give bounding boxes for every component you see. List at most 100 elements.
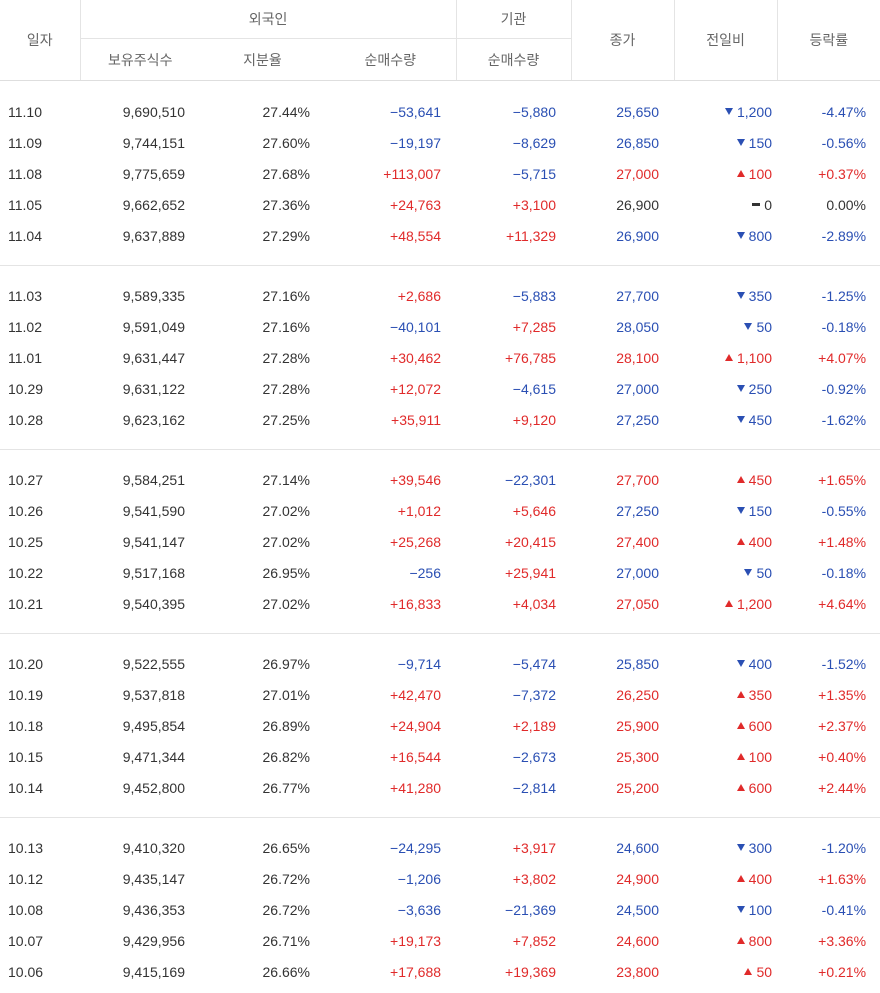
cell-holdings: 9,471,344 <box>122 748 185 765</box>
table-row: 11.05 9,662,652 27.36% +24,763 +3,100 26,900 0… <box>0 189 880 220</box>
cell-date: 10.08 <box>8 901 44 918</box>
cell-foreign-net: +39,546 <box>390 471 442 488</box>
triangle-up-icon <box>736 753 745 761</box>
cell-ratio: 27.01% <box>262 686 310 703</box>
cell-inst-net: +11,329 <box>506 227 557 244</box>
cell-foreign-net: +48,554 <box>390 227 442 244</box>
diff-value: 150 <box>748 502 773 519</box>
diff-value: 600 <box>748 717 773 734</box>
cell-ratio: 27.25% <box>262 411 310 428</box>
cell-diff: 50 <box>674 956 777 987</box>
cell-diff: 100 <box>674 894 777 925</box>
header-holdings: 보유주식수 <box>79 38 200 81</box>
cell-date: 10.18 <box>8 717 44 734</box>
table-row: 10.25 9,541,147 27.02% +25,268 +20,415 27,400… <box>0 526 880 557</box>
cell-date: 10.20 <box>8 655 44 672</box>
cell-holdings: 9,541,590 <box>122 502 185 519</box>
table-row: 11.02 9,591,049 27.16% −40,101 +7,285 28,050 5… <box>0 311 880 342</box>
triangle-down-icon <box>744 323 753 331</box>
spacer-row <box>0 266 880 281</box>
table-row: 10.14 9,452,800 26.77% +41,280 −2,814 25,200 6… <box>0 772 880 803</box>
diff-value: 50 <box>756 318 773 335</box>
cell-inst-net: +3,802 <box>512 870 557 887</box>
cell-inst-net: −5,474 <box>512 655 557 672</box>
diff-value: 100 <box>748 165 773 182</box>
cell-date: 10.14 <box>8 779 44 796</box>
cell-close: 27,000 <box>616 380 660 397</box>
table-row: 11.08 9,775,659 27.68% +113,007 −5,715 27,000… <box>0 158 880 189</box>
table-row: 10.19 9,537,818 27.01% +42,470 −7,372 26,250 3… <box>0 679 880 710</box>
triangle-up-icon <box>744 968 753 976</box>
diff-value: 50 <box>756 963 773 980</box>
cell-foreign-net: +35,911 <box>391 411 442 428</box>
table-row: 10.20 9,522,555 26.97% −9,714 −5,474 25,850 40… <box>0 648 880 679</box>
table-row: 11.04 9,637,889 27.29% +48,554 +11,329 26,900… <box>0 220 880 251</box>
cell-foreign-net: −9,714 <box>397 655 442 672</box>
cell-diff: 400 <box>674 526 777 557</box>
cell-holdings: 9,589,335 <box>122 287 185 304</box>
cell-foreign-net: +24,904 <box>390 717 442 734</box>
diff-value: 400 <box>748 533 773 550</box>
cell-close: 25,650 <box>616 103 660 120</box>
cell-holdings: 9,517,168 <box>122 564 185 581</box>
cell-inst-net: −7,372 <box>512 686 557 703</box>
cell-inst-net: +4,034 <box>512 595 557 612</box>
cell-ratio: 26.72% <box>262 901 310 918</box>
triangle-up-icon <box>736 538 745 546</box>
triangle-down-icon <box>736 292 745 300</box>
cell-rate: -1.20% <box>821 839 867 856</box>
cell-close: 23,800 <box>616 963 660 980</box>
cell-foreign-net: −53,641 <box>390 103 442 120</box>
cell-diff: 400 <box>674 863 777 894</box>
diff-value: 400 <box>748 655 773 672</box>
diff-value: 600 <box>748 779 773 796</box>
cell-diff: 50 <box>674 311 777 342</box>
cell-inst-net: +3,917 <box>512 839 557 856</box>
header-diff: 전일비 <box>673 0 778 81</box>
cell-foreign-net: +25,268 <box>390 533 442 550</box>
table-row: 10.15 9,471,344 26.82% +16,544 −2,673 25,300 1… <box>0 741 880 772</box>
cell-ratio: 27.44% <box>262 103 310 120</box>
cell-rate: 0.00% <box>826 196 867 213</box>
cell-foreign-net: +1,012 <box>397 502 442 519</box>
diff-value: 250 <box>748 380 773 397</box>
cell-date: 11.03 <box>8 287 42 304</box>
cell-close: 26,850 <box>616 134 660 151</box>
cell-date: 10.28 <box>8 411 44 428</box>
cell-date: 10.15 <box>8 748 44 765</box>
cell-ratio: 26.72% <box>262 870 310 887</box>
cell-date: 10.21 <box>8 595 44 612</box>
cell-close: 25,200 <box>616 779 660 796</box>
cell-ratio: 27.02% <box>262 502 310 519</box>
cell-rate: +2.44% <box>818 779 867 796</box>
cell-rate: +4.64% <box>818 595 867 612</box>
cell-foreign-net: +16,833 <box>390 595 442 612</box>
cell-ratio: 27.36% <box>262 196 310 213</box>
triangle-down-icon <box>736 906 745 914</box>
cell-date: 11.01 <box>8 349 42 366</box>
diff-value: 800 <box>748 227 773 244</box>
cell-diff: 100 <box>674 741 777 772</box>
cell-ratio: 26.65% <box>262 839 310 856</box>
cell-rate: +1.63% <box>818 870 867 887</box>
cell-close: 27,250 <box>616 411 660 428</box>
cell-holdings: 9,584,251 <box>122 471 185 488</box>
cell-rate: -2.89% <box>821 227 867 244</box>
diff-value: 1,200 <box>736 595 773 612</box>
cell-foreign-net: −40,101 <box>390 318 442 335</box>
cell-holdings: 9,410,320 <box>122 839 185 856</box>
cell-diff: 250 <box>674 373 777 404</box>
cell-inst-net: −2,673 <box>512 748 557 765</box>
cell-date: 11.08 <box>8 165 42 182</box>
cell-inst-net: −21,369 <box>505 901 557 918</box>
cell-diff: 350 <box>674 280 777 311</box>
header-close: 종가 <box>570 0 675 81</box>
table-body: 11.10 9,690,510 27.44% −53,641 −5,880 25,650 1… <box>0 81 880 988</box>
triangle-up-icon <box>736 875 745 883</box>
cell-foreign-net: +19,173 <box>390 932 442 949</box>
cell-diff: 1,200 <box>674 588 777 619</box>
cell-holdings: 9,744,151 <box>122 134 185 151</box>
cell-inst-net: +25,941 <box>505 564 557 581</box>
cell-rate: +0.21% <box>818 963 867 980</box>
